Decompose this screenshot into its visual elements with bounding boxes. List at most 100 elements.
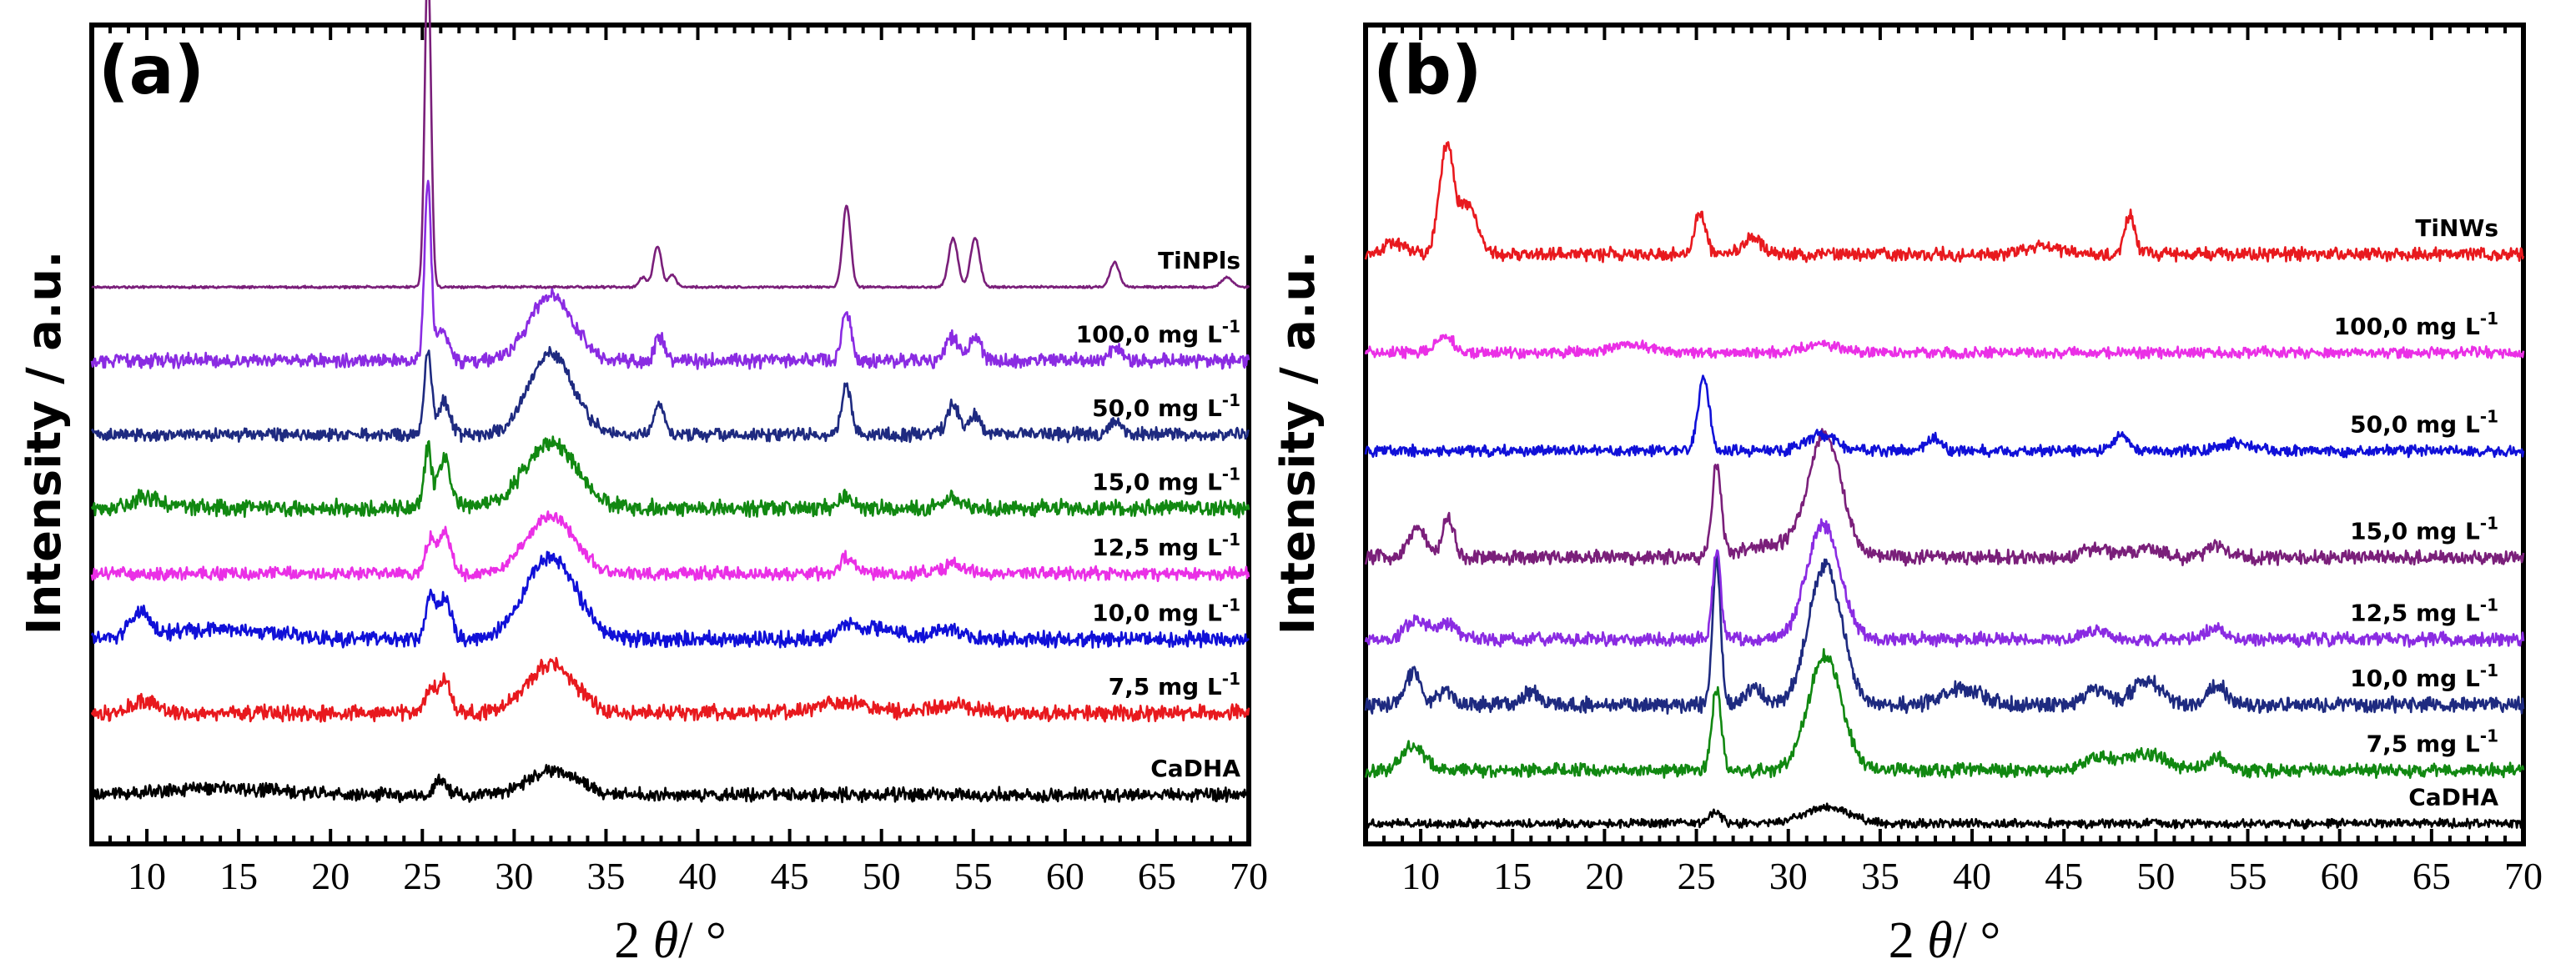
- series-label: 7,5 mg L-1: [2367, 726, 2498, 758]
- series-label: 7,5 mg L-1: [1109, 669, 1240, 700]
- series-label: 100,0 mg L-1: [1076, 317, 1240, 349]
- series-line-12-5-mg-l: [1364, 518, 2525, 648]
- series-label: TiNPls: [1158, 247, 1240, 274]
- x-tick-label: 50: [863, 855, 901, 897]
- series-label: 50,0 mg L-1: [2350, 407, 2498, 439]
- series-label-superscript: -1: [2480, 595, 2498, 615]
- series-label-superscript: -1: [2480, 726, 2498, 746]
- series-label-text: CaDHA: [2408, 783, 2498, 811]
- series-label: 15,0 mg L-1: [2350, 513, 2498, 545]
- series-label-superscript: -1: [1222, 317, 1240, 337]
- series-line-100-0-mg-l: [1364, 334, 2525, 360]
- panel-b: 10 15 20 25 30 35 40 45 50 55 60 65 70 (b) Intensity /…: [1271, 23, 2543, 969]
- series-label-text: 7,5 mg L: [1109, 673, 1222, 700]
- series-line-7-5-mg-l: [1364, 648, 2525, 780]
- series-label-text: TiNWs: [2415, 214, 2498, 242]
- x-tick-label: 10: [1401, 855, 1440, 897]
- series-label-superscript: -1: [1222, 595, 1240, 615]
- x-tick-label: 45: [771, 855, 809, 897]
- series-label: 12,5 mg L-1: [2350, 595, 2498, 627]
- x-tick-label: 10: [128, 855, 166, 897]
- series-line-50-0-mg-l: [90, 345, 1250, 444]
- plot-frame: [89, 23, 1251, 846]
- x-tick-label: 55: [954, 855, 993, 897]
- series-label-text: 12,5 mg L: [1092, 534, 1222, 561]
- x-axis-title-symbol: θ: [1927, 912, 1952, 969]
- series-label-text: 50,0 mg L: [1092, 394, 1222, 422]
- x-tick-label: 30: [1769, 855, 1808, 897]
- series-label: CaDHA: [1150, 755, 1240, 782]
- x-tick-label: 70: [2504, 855, 2543, 897]
- series-line-cadha: [90, 764, 1250, 804]
- x-tick-label: 15: [1493, 855, 1532, 897]
- series-label-text: 100,0 mg L: [1076, 321, 1222, 349]
- series-line-cadha: [1364, 802, 2524, 830]
- series-label-superscript: -1: [1222, 464, 1240, 484]
- series-label: 10,0 mg L-1: [2350, 660, 2498, 692]
- series-label-superscript: -1: [2480, 407, 2498, 427]
- x-tick-label: 20: [311, 855, 350, 897]
- series-label-superscript: -1: [2480, 309, 2498, 329]
- x-tick-label: 15: [219, 855, 258, 897]
- series-label-text: 15,0 mg L: [1092, 468, 1222, 495]
- x-tick-label: 50: [2136, 855, 2175, 897]
- series-line-15-0-mg-l: [1364, 428, 2525, 567]
- series-line-50-0-mg-l: [1364, 374, 2525, 459]
- panel-label: (b): [1373, 32, 1482, 109]
- series-label-text: 50,0 mg L: [2350, 411, 2480, 439]
- series-label: CaDHA: [2408, 783, 2498, 811]
- series-line-10-0-mg-l: [90, 550, 1250, 649]
- x-axis-title-suffix: / °: [1953, 912, 2001, 969]
- x-tick-label: 25: [1678, 855, 1716, 897]
- x-tick-label: 60: [2321, 855, 2359, 897]
- x-axis-title-suffix: / °: [678, 912, 727, 969]
- series-line-tinpls: [91, 0, 1250, 290]
- x-axis-title: 2 θ/ °: [1889, 912, 2001, 969]
- y-axis-title: Intensity / a.u.: [1271, 251, 1326, 635]
- panel-label: (a): [98, 32, 204, 109]
- series-label: 12,5 mg L-1: [1092, 530, 1240, 561]
- series-label-superscript: -1: [1222, 669, 1240, 689]
- x-axis-title: 2 θ/ °: [614, 912, 727, 969]
- x-tick-label: 65: [1138, 855, 1176, 897]
- series-label-superscript: -1: [1222, 530, 1240, 550]
- series-line-12-5-mg-l: [90, 510, 1250, 583]
- panel-a: 10 15 20 25 30 35 40 45 50 55 60 65 70 (a) Intensity /…: [18, 0, 1268, 969]
- x-tick-label: 30: [495, 855, 533, 897]
- series-line-7-5-mg-l: [90, 656, 1250, 723]
- y-axis-title: Intensity / a.u.: [18, 251, 72, 635]
- series-label: 50,0 mg L-1: [1092, 390, 1240, 422]
- series-label-text: 100,0 mg L: [2334, 313, 2480, 340]
- series-label-text: 10,0 mg L: [2350, 665, 2480, 692]
- series-label-superscript: -1: [2480, 660, 2498, 680]
- x-tick-label: 35: [1861, 855, 1899, 897]
- series-label: 10,0 mg L-1: [1092, 595, 1240, 627]
- series-label-text: 12,5 mg L: [2350, 600, 2480, 627]
- series-label: 15,0 mg L-1: [1092, 464, 1240, 495]
- series-label-superscript: -1: [1222, 390, 1240, 410]
- series-label-text: TiNPls: [1158, 247, 1240, 274]
- series-label: 100,0 mg L-1: [2334, 309, 2498, 340]
- x-tick-label: 65: [2412, 855, 2451, 897]
- x-axis-title-prefix: 2: [614, 912, 653, 969]
- x-tick-label: 40: [1953, 855, 1991, 897]
- x-tick-label: 55: [2229, 855, 2267, 897]
- x-tick-label: 45: [2045, 855, 2083, 897]
- series-label-text: CaDHA: [1150, 755, 1240, 782]
- x-tick-label: 70: [1230, 855, 1268, 897]
- plot-frame: [1363, 23, 2526, 846]
- series-label: TiNWs: [2415, 214, 2498, 242]
- x-axis-title-prefix: 2: [1889, 912, 1928, 969]
- x-tick-label: 40: [679, 855, 717, 897]
- series-label-text: 10,0 mg L: [1092, 600, 1222, 627]
- x-tick-label: 20: [1585, 855, 1623, 897]
- x-tick-label: 35: [586, 855, 625, 897]
- series-line-tinws: [1364, 141, 2525, 264]
- series-label-superscript: -1: [2480, 513, 2498, 533]
- series-label-text: 7,5 mg L: [2367, 730, 2480, 758]
- series-label-text: 15,0 mg L: [2350, 517, 2480, 545]
- x-tick-label: 25: [403, 855, 441, 897]
- series-line-100-0-mg-l: [90, 179, 1250, 370]
- x-axis-title-symbol: θ: [653, 912, 678, 969]
